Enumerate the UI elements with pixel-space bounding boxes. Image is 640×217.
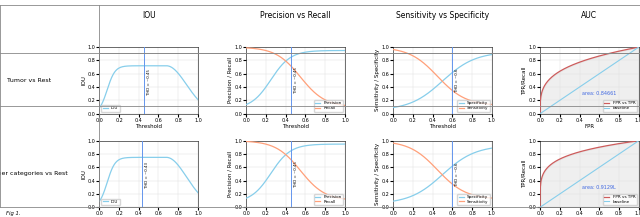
Text: THD = ~0.6: THD = ~0.6: [455, 69, 460, 92]
Legend: IOU: IOU: [101, 199, 120, 205]
Text: THD = ~0.45: THD = ~0.45: [147, 69, 150, 95]
Y-axis label: Sensitivity / Specificity: Sensitivity / Specificity: [375, 143, 380, 205]
Text: AUC: AUC: [581, 11, 597, 20]
Text: IOU: IOU: [142, 11, 156, 20]
Legend: Precision, Recall: Precision, Recall: [314, 100, 343, 112]
Text: Other categories vs Rest: Other categories vs Rest: [0, 171, 68, 176]
Text: area: 0.84661: area: 0.84661: [582, 91, 616, 96]
Text: Tumor vs Rest: Tumor vs Rest: [6, 78, 51, 83]
X-axis label: Threshold: Threshold: [135, 124, 162, 129]
Legend: Precision, Recall: Precision, Recall: [314, 194, 343, 205]
Text: THD = ~0.43: THD = ~0.43: [145, 162, 148, 188]
Legend: FPR vs TPR, baseline: FPR vs TPR, baseline: [603, 100, 637, 112]
Y-axis label: TPR/Recall: TPR/Recall: [522, 66, 527, 95]
Legend: Specificity, Sensitivity: Specificity, Sensitivity: [458, 194, 490, 205]
Text: THD = ~0.6: THD = ~0.6: [455, 162, 460, 186]
Text: THD = ~0.45: THD = ~0.45: [294, 67, 298, 93]
Legend: FPR vs TPR, baseline: FPR vs TPR, baseline: [603, 194, 637, 205]
Text: Fig 1.: Fig 1.: [6, 211, 21, 216]
Y-axis label: Precision / Recall: Precision / Recall: [228, 151, 233, 197]
Y-axis label: TPR/Recall: TPR/Recall: [522, 160, 527, 188]
X-axis label: Threshold: Threshold: [282, 124, 309, 129]
Legend: Specificity, Sensitivity: Specificity, Sensitivity: [458, 100, 490, 112]
X-axis label: Threshold: Threshold: [429, 124, 456, 129]
Y-axis label: Precision / Recall: Precision / Recall: [228, 57, 233, 104]
Text: area: 0.9129L: area: 0.9129L: [582, 185, 615, 190]
Text: THD = ~0.45: THD = ~0.45: [294, 161, 298, 187]
Y-axis label: IOU: IOU: [81, 76, 86, 85]
X-axis label: FPR: FPR: [584, 124, 595, 129]
Y-axis label: IOU: IOU: [81, 169, 86, 179]
Y-axis label: Sensitivity / Specificity: Sensitivity / Specificity: [375, 49, 380, 112]
Text: Sensitivity vs Specificity: Sensitivity vs Specificity: [396, 11, 489, 20]
Text: Precision vs Recall: Precision vs Recall: [260, 11, 331, 20]
Legend: IOU: IOU: [101, 105, 120, 112]
